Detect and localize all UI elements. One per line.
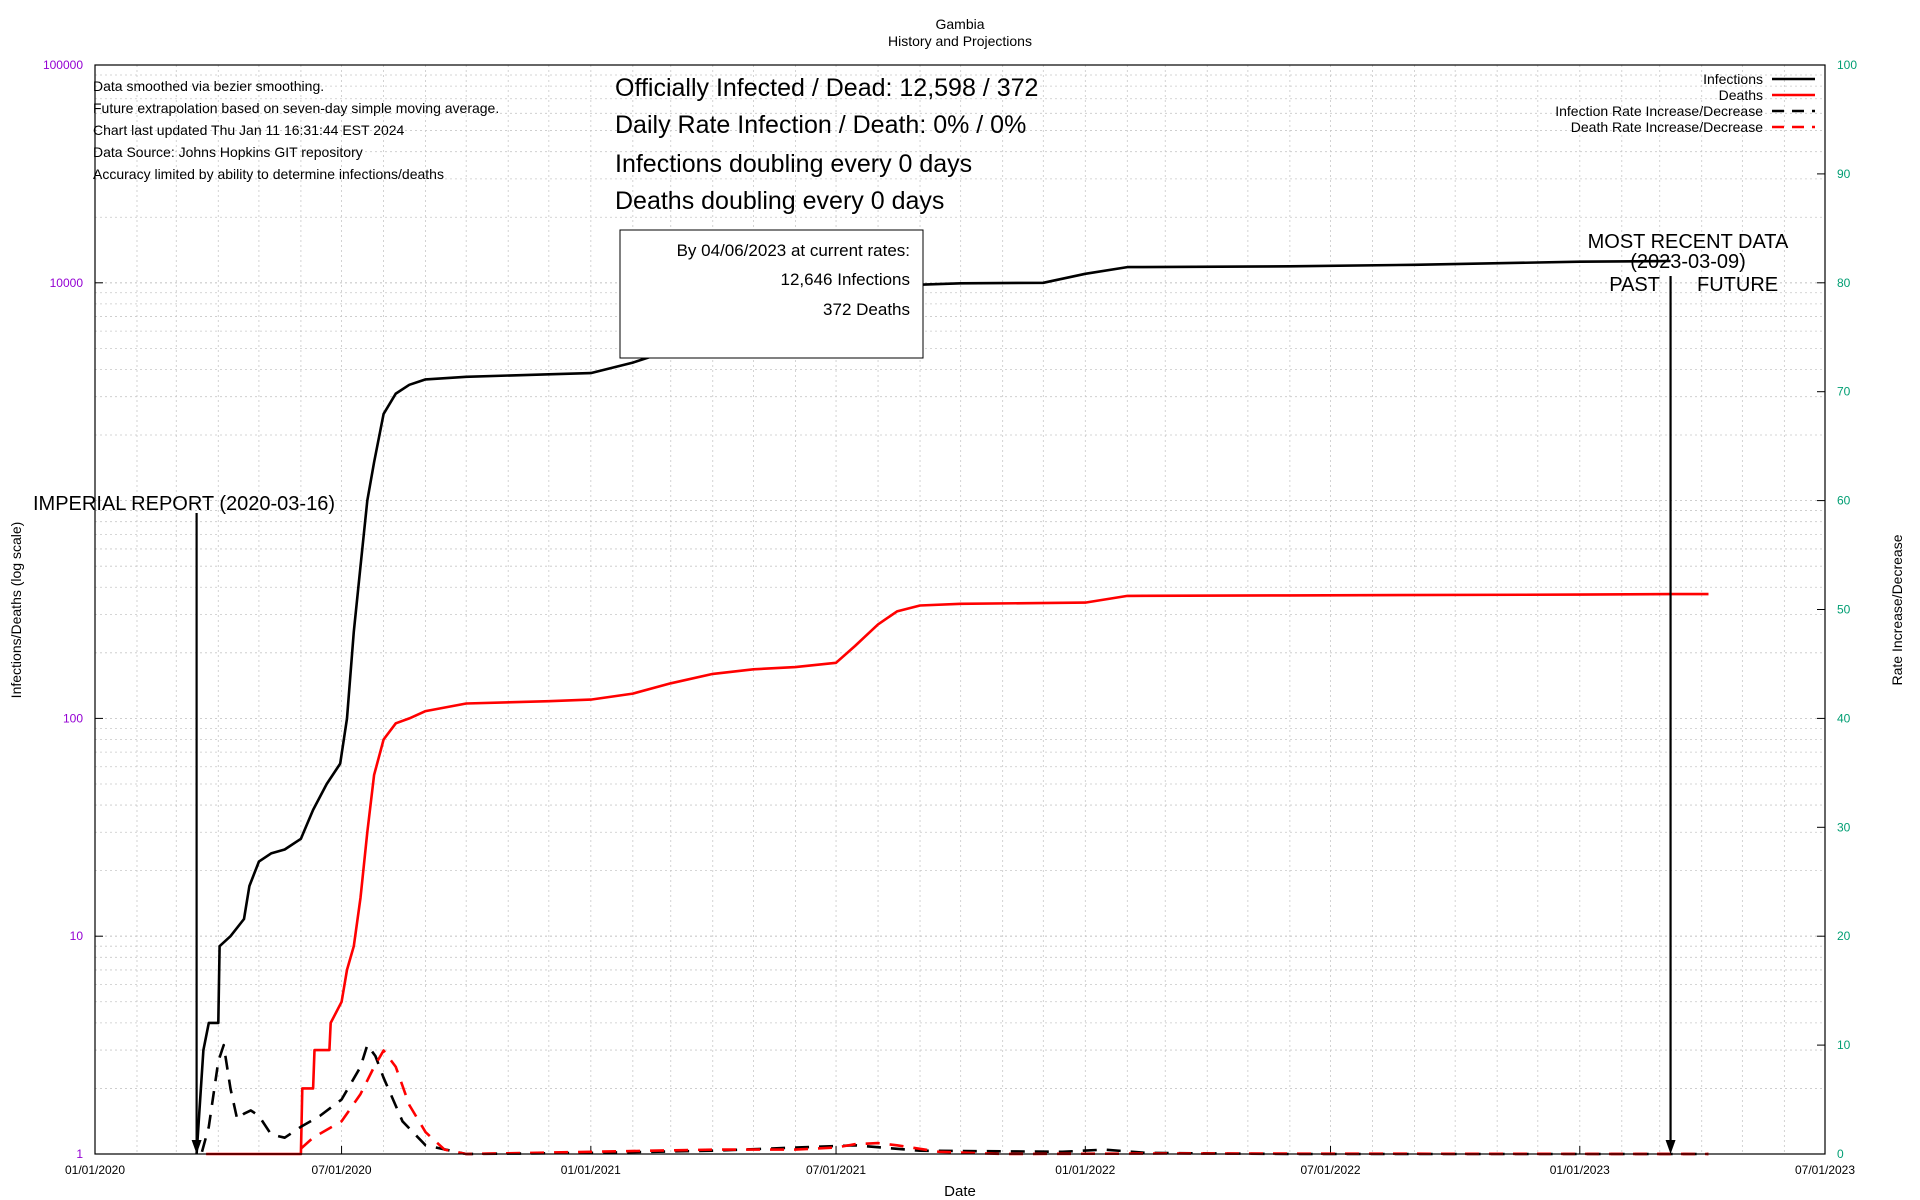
y2-tick-label: 30 xyxy=(1837,820,1851,834)
series-line-1 xyxy=(206,592,1709,1156)
projection-box-frame xyxy=(619,229,924,359)
imperial-report-label: IMPERIAL REPORT (2020-03-16) xyxy=(33,493,335,515)
legend-label: Infection Rate Increase/Decrease xyxy=(1555,103,1763,119)
projection-line: 12,646 Infections xyxy=(781,270,910,289)
note-line: Data Source: Johns Hopkins GIT repositor… xyxy=(93,144,363,160)
projection-line: By 04/06/2023 at current rates: xyxy=(677,241,910,260)
stat-line: Infections doubling every 0 days xyxy=(615,150,972,178)
y2-tick-label: 20 xyxy=(1837,929,1851,943)
imperial-report-marker: IMPERIAL REPORT (2020-03-16) xyxy=(33,493,335,1154)
y2-tick-label: 70 xyxy=(1837,385,1851,399)
x-tick-label: 01/01/2020 xyxy=(65,1163,125,1177)
x-tick-label: 07/01/2021 xyxy=(806,1163,866,1177)
y2-axis-label: Rate Increase/Decrease xyxy=(1889,534,1905,685)
most-recent-date: (2023-03-09) xyxy=(1630,251,1746,273)
note-line: Accuracy limited by ability to determine… xyxy=(93,166,444,182)
legend-label: Death Rate Increase/Decrease xyxy=(1571,119,1763,135)
note-line: Future extrapolation based on seven-day … xyxy=(93,100,499,116)
chart-title: Gambia xyxy=(935,16,984,32)
projection-line: 372 Deaths xyxy=(823,300,910,319)
note-line: Data smoothed via bezier smoothing. xyxy=(93,78,324,94)
y2-tick-label: 0 xyxy=(1837,1147,1844,1161)
past-label: PAST xyxy=(1609,274,1660,296)
y-tick-label: 100 xyxy=(63,711,83,725)
x-tick-label: 07/01/2023 xyxy=(1795,1163,1855,1177)
x-tick-label: 01/01/2023 xyxy=(1550,1163,1610,1177)
y2-tick-label: 60 xyxy=(1837,494,1851,508)
legend-label: Infections xyxy=(1703,71,1763,87)
axis-ticks: 01/01/2020 07/01/2020 01/01/2021 07/01/2021… xyxy=(43,58,1857,1177)
series-layer xyxy=(195,259,1709,1156)
y2-tick-label: 10 xyxy=(1837,1038,1851,1052)
future-label: FUTURE xyxy=(1697,274,1778,296)
stat-line: Deaths doubling every 0 days xyxy=(615,187,944,215)
y2-tick-label: 40 xyxy=(1837,711,1851,725)
imperial-report-arrowhead xyxy=(191,1140,202,1154)
series-line-0 xyxy=(195,259,1671,1155)
most-recent-arrowhead xyxy=(1665,1140,1676,1154)
projection-box: By 04/06/2023 at current rates: 12,646 I… xyxy=(619,229,924,359)
y-tick-label: 100000 xyxy=(43,58,83,72)
chart-subtitle: History and Projections xyxy=(888,33,1032,49)
stats-block: Officially Infected / Dead: 12,598 / 372… xyxy=(615,74,1038,215)
most-recent-label: MOST RECENT DATA xyxy=(1588,231,1789,253)
most-recent-marker: MOST RECENT DATA (2023-03-09) PAST FUTUR… xyxy=(1588,231,1789,1154)
series-line-2 xyxy=(200,1043,1709,1156)
y-tick-label: 10 xyxy=(70,929,84,943)
grid xyxy=(95,65,1825,1154)
y2-tick-label: 90 xyxy=(1837,167,1851,181)
stat-line: Officially Infected / Dead: 12,598 / 372 xyxy=(615,74,1038,102)
y2-tick-label: 100 xyxy=(1837,58,1857,72)
y-tick-label: 1 xyxy=(76,1147,83,1161)
legend-label: Deaths xyxy=(1719,87,1763,103)
x-axis-label: Date xyxy=(944,1183,976,1200)
notes-block: Data smoothed via bezier smoothing. Futu… xyxy=(93,78,499,182)
series-line-3 xyxy=(300,1049,1709,1156)
y2-tick-label: 80 xyxy=(1837,276,1851,290)
legend: Infections Deaths Infection Rate Increas… xyxy=(1555,71,1815,135)
y-axis-label: Infections/Deaths (log scale) xyxy=(8,522,24,699)
x-tick-label: 07/01/2020 xyxy=(312,1163,372,1177)
y2-tick-label: 50 xyxy=(1837,603,1851,617)
stat-line: Daily Rate Infection / Death: 0% / 0% xyxy=(615,111,1026,139)
plot-frame xyxy=(94,64,1826,1155)
x-tick-label: 01/01/2022 xyxy=(1055,1163,1115,1177)
note-line: Chart last updated Thu Jan 11 16:31:44 E… xyxy=(93,122,405,138)
x-tick-label: 01/01/2021 xyxy=(561,1163,621,1177)
x-tick-label: 07/01/2022 xyxy=(1300,1163,1360,1177)
y-tick-label: 10000 xyxy=(50,276,84,290)
